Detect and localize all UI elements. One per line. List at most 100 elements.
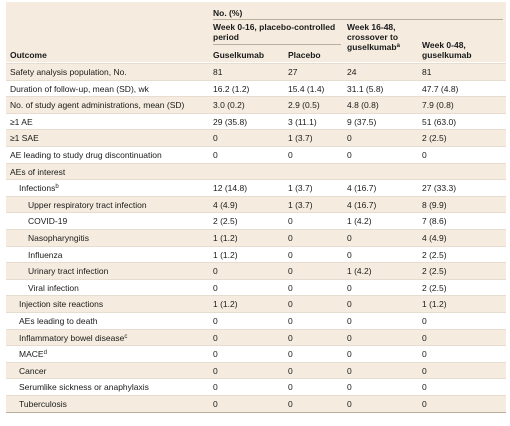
cell-value: 2 (2.5) [422, 133, 447, 144]
column-header: Placebo [288, 50, 321, 60]
table-row: Tuberculosis 0 0 0 0 [6, 395, 506, 412]
crossover-header-text: Week 16-48, crossover to guselkumab [347, 22, 399, 52]
row-label-text: Serumlike sickness or anaphylaxis [19, 382, 149, 393]
cell-value: 2 (2.5) [422, 249, 447, 260]
cell-value: 24 [347, 67, 357, 77]
cell-value: 4 (4.9) [422, 233, 447, 243]
cell-value: 1 (3.7) [288, 183, 313, 194]
cell-value: 0 [213, 150, 218, 160]
row-label: MACEd [19, 346, 47, 362]
total-header: Week 0-48, guselkumab [422, 40, 472, 60]
row-label-text: Injection site reactions [19, 299, 104, 310]
table-row: COVID-19 2 (2.5) 0 1 (4.2) 7 (8.6) [6, 212, 506, 229]
cell-value: 47.7 (4.8) [422, 83, 459, 94]
cell-value: 3 (11.1) [288, 116, 317, 127]
row-label-text: ≥1 SAE [10, 133, 39, 144]
cell-value: 12 (14.8) [213, 183, 248, 194]
cell-value: 7.9 (0.8) [422, 100, 454, 111]
cell-value: 0 [422, 349, 427, 360]
cell-value: 27 (33.3) [422, 183, 457, 194]
cell-value: 31.1 (5.8) [347, 83, 384, 94]
cell-value: 1 (1.2) [213, 299, 238, 310]
row-label-text: Cancer [19, 365, 47, 376]
cell-value: 4 (16.7) [347, 199, 377, 210]
cell-value: 1 (4.2) [347, 266, 372, 277]
footnote-mark: c [124, 333, 128, 340]
row-label-text: Urinary tract infection [28, 266, 109, 277]
row-label: Upper respiratory tract infection [28, 197, 147, 213]
row-label: Cancer [19, 363, 46, 379]
row-label-text: MACE [19, 349, 44, 360]
footnote-mark: a [396, 43, 400, 49]
table-row: MACEd 0 0 0 0 [6, 345, 506, 362]
cell-value: 0 [288, 282, 293, 293]
cell-value: 0 [288, 249, 293, 260]
cell-value: 81 [422, 67, 432, 77]
row-label: Serumlike sickness or anaphylaxis [19, 379, 149, 395]
cell-value: 0 [347, 282, 352, 293]
cell-value: 7 (8.6) [422, 216, 447, 227]
row-label-text: Tuberculosis [19, 399, 67, 409]
cell-value: 4 (16.7) [347, 183, 377, 194]
crossover-header: Week 16-48, crossover to guselkumaba [347, 22, 415, 52]
cell-value: 8 (9.9) [422, 199, 447, 210]
row-label-text: COVID-19 [28, 216, 68, 227]
cell-value: 0 [347, 349, 352, 360]
row-label-text: ≥1 AE [10, 116, 33, 127]
cell-value: 0 [213, 316, 218, 326]
cell-value: 0 [347, 150, 352, 160]
row-label: AEs leading to death [19, 313, 97, 329]
cell-value: 0 [213, 365, 218, 376]
table-row: Safety analysis population, No. 81 27 24 81 [6, 63, 506, 80]
table-row: AE leading to study drug discontinuation… [6, 146, 506, 163]
cell-value: 2 (2.5) [422, 282, 447, 293]
table-row: AEs leading to death 0 0 0 0 [6, 312, 506, 329]
row-label-text: Duration of follow-up, mean (SD), wk [10, 83, 149, 94]
cell-value: 0 [347, 249, 352, 260]
cell-value: 0 [288, 233, 293, 243]
cell-value: 0 [347, 316, 352, 326]
cell-value: 0 [347, 233, 352, 243]
group-header: No. (%) [213, 8, 243, 18]
cell-value: 0 [422, 365, 427, 376]
cell-value: 0 [422, 332, 427, 343]
row-label: AEs of interest [10, 164, 65, 180]
table-row: Upper respiratory tract infection 4 (4.9)… [6, 195, 506, 213]
cell-value: 0 [288, 266, 293, 277]
table-row: AEs of interest [6, 162, 506, 180]
column-header: Guselkumab [213, 50, 265, 60]
cell-value: 0 [288, 299, 293, 310]
table-row: Urinary tract infection 0 0 1 (4.2) 2 (2.5) [6, 262, 506, 279]
cell-value: 0 [347, 399, 352, 409]
row-label: No. of study agent administrations, mean… [10, 97, 184, 113]
table-header: No. (%) Week 0-16, placebo-controlled pe… [6, 2, 506, 62]
row-label: COVID-19 [28, 213, 67, 229]
table-row: No. of study agent administrations, mean… [6, 96, 506, 113]
cell-value: 51 (63.0) [422, 116, 457, 127]
cell-value: 1 (1.2) [213, 233, 238, 243]
cell-value: 0 [422, 316, 427, 326]
cell-value: 0 [288, 349, 293, 360]
cell-value: 1 (3.7) [288, 199, 313, 210]
row-label-text: No. of study agent administrations, mean… [10, 100, 185, 111]
footnote-mark: b [55, 184, 59, 191]
table-bottom-rule [6, 411, 506, 413]
cell-value: 1 (1.2) [422, 299, 447, 310]
cell-value: 0 [288, 365, 293, 376]
table-row: Serumlike sickness or anaphylaxis 0 0 0 0 [6, 378, 506, 395]
cell-value: 2 (2.5) [213, 216, 238, 227]
row-label: AE leading to study drug discontinuation [10, 147, 162, 163]
row-label: Injection site reactions [19, 296, 103, 312]
cell-value: 0 [347, 299, 352, 310]
period-header: Week 0-16, placebo-controlled period [213, 22, 336, 42]
table-row: Inflammatory bowel diseasec 0 0 0 0 [6, 328, 506, 346]
cell-value: 2.9 (0.5) [288, 100, 320, 111]
table-row: Infectionsb 12 (14.8) 1 (3.7) 4 (16.7) 27 (3… [6, 179, 506, 196]
cell-value: 0 [288, 150, 293, 160]
row-label: Nasopharyngitis [28, 230, 89, 246]
cell-value: 0 [288, 399, 293, 409]
cell-value: 1 (4.2) [347, 216, 372, 227]
cell-value: 0 [347, 365, 352, 376]
cell-value: 0 [213, 133, 218, 144]
